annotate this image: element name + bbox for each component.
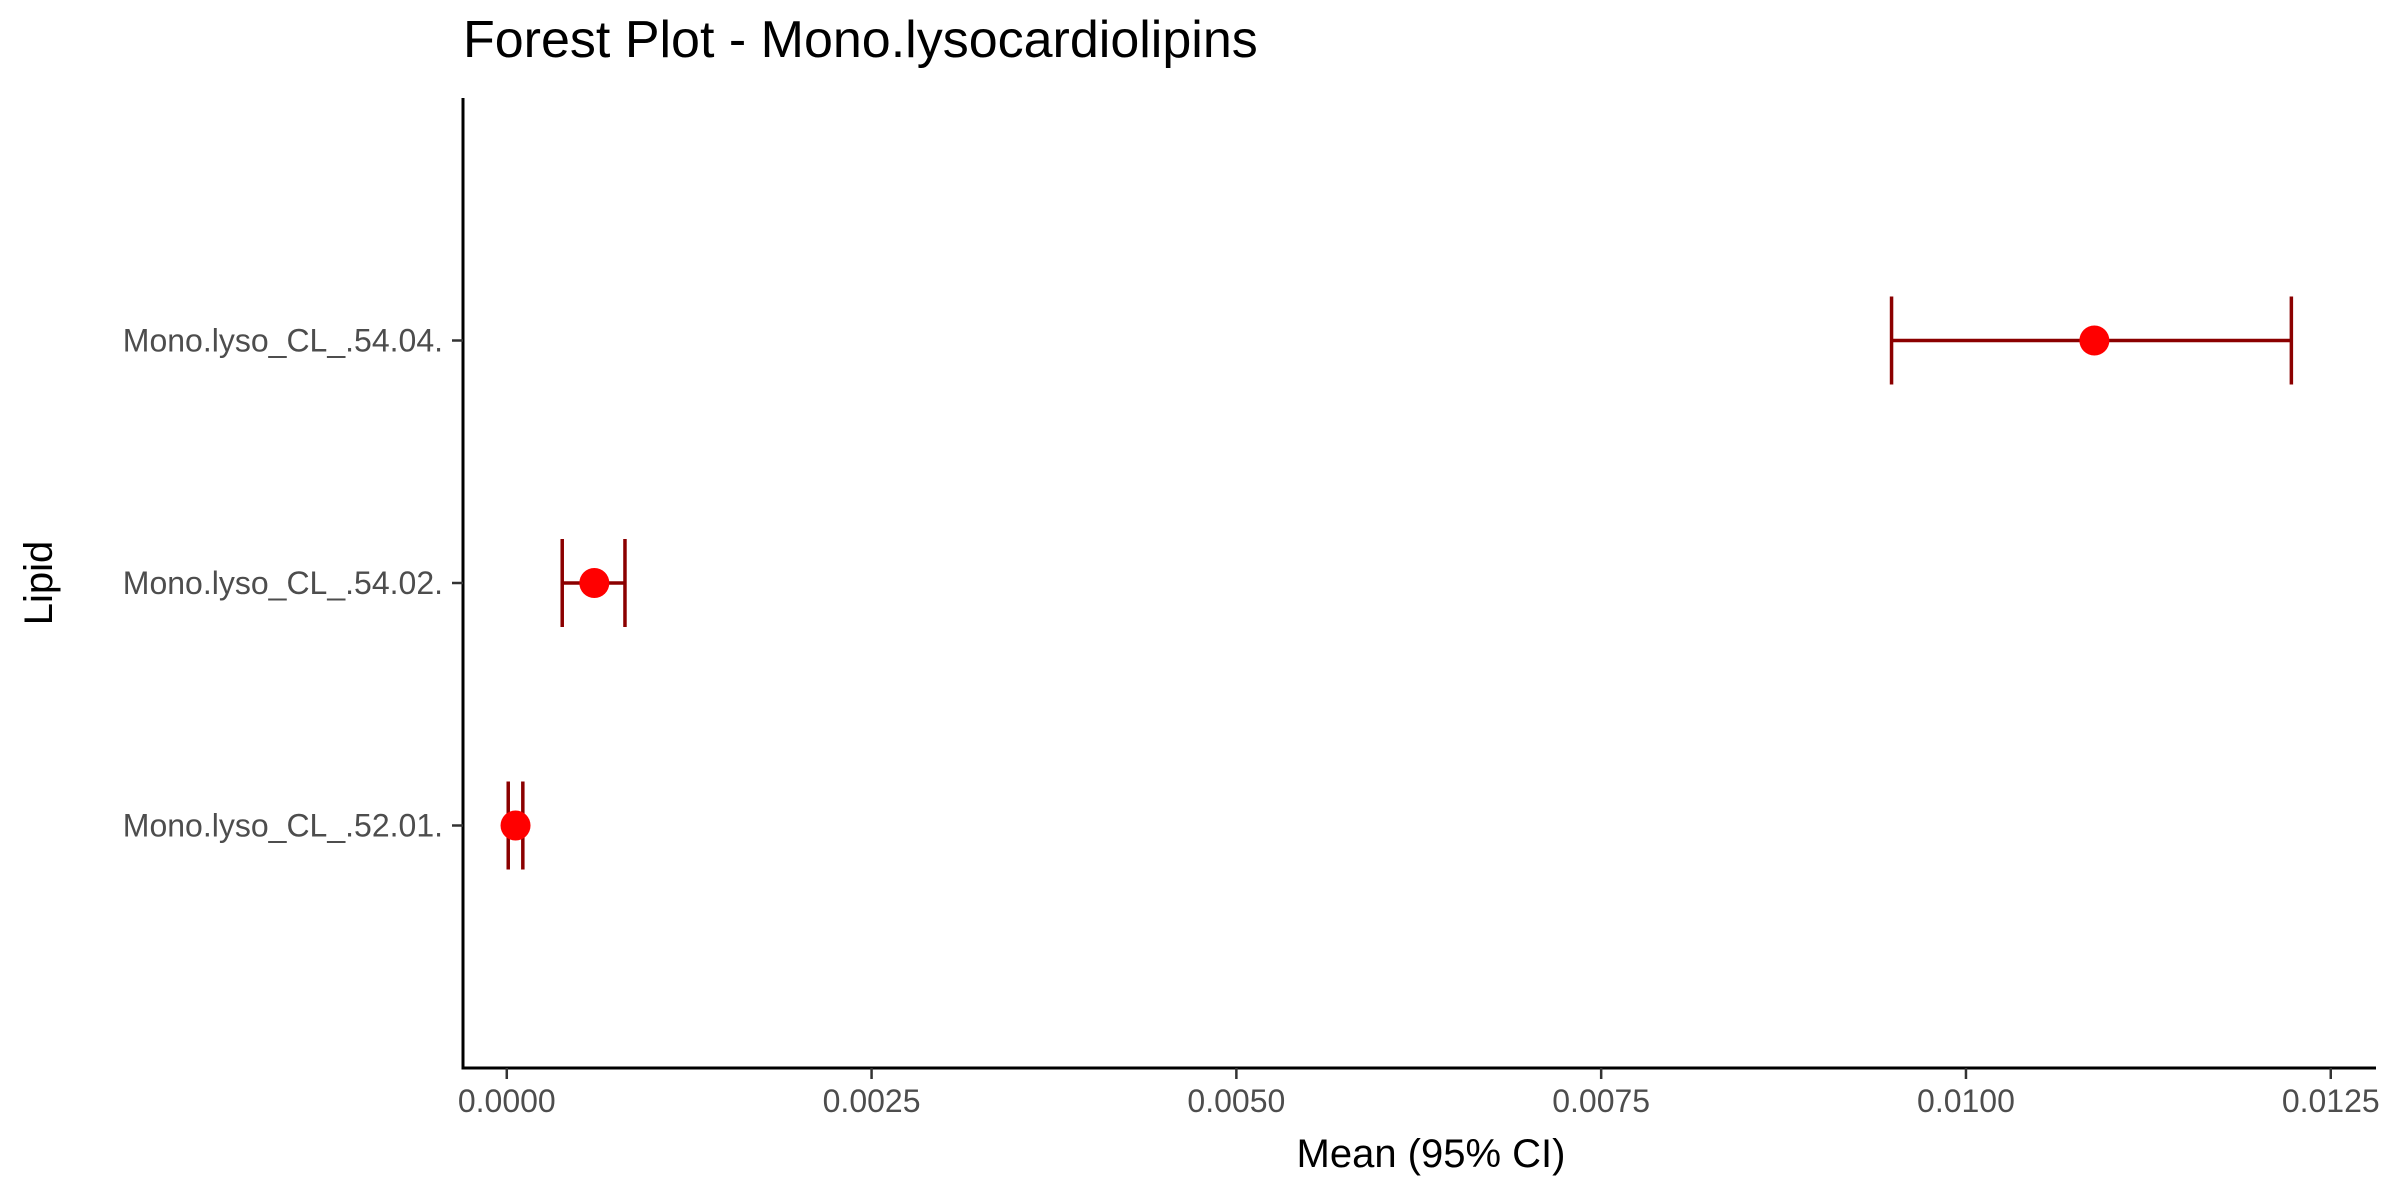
x-tick-label: 0.0100 bbox=[1917, 1083, 2015, 1119]
y-tick-label: Mono.lyso_CL_.52.01. bbox=[123, 808, 443, 844]
x-tick-label: 0.0050 bbox=[1187, 1083, 1285, 1119]
mean-point bbox=[579, 568, 610, 598]
x-tick-label: 0.0025 bbox=[823, 1083, 921, 1119]
x-tick-label: 0.0075 bbox=[1552, 1083, 1650, 1119]
x-tick-label: 0.0125 bbox=[2282, 1083, 2380, 1119]
x-tick-label: 0.0000 bbox=[458, 1083, 556, 1119]
x-axis-title: Mean (95% CI) bbox=[1297, 1132, 1566, 1176]
y-tick-label: Mono.lyso_CL_.54.04. bbox=[123, 323, 443, 359]
chart-title: Forest Plot - Mono.lysocardiolipins bbox=[463, 11, 1258, 69]
plot-area: 0.0000 0.0025 0.0050 0.0075 0.0100 0.0125 Mono… bbox=[123, 98, 2380, 1119]
y-tick-label: Mono.lyso_CL_.54.02. bbox=[123, 565, 443, 601]
y-axis-title: Lipid bbox=[17, 541, 61, 626]
mean-point bbox=[500, 810, 531, 841]
mean-point bbox=[2079, 325, 2110, 356]
